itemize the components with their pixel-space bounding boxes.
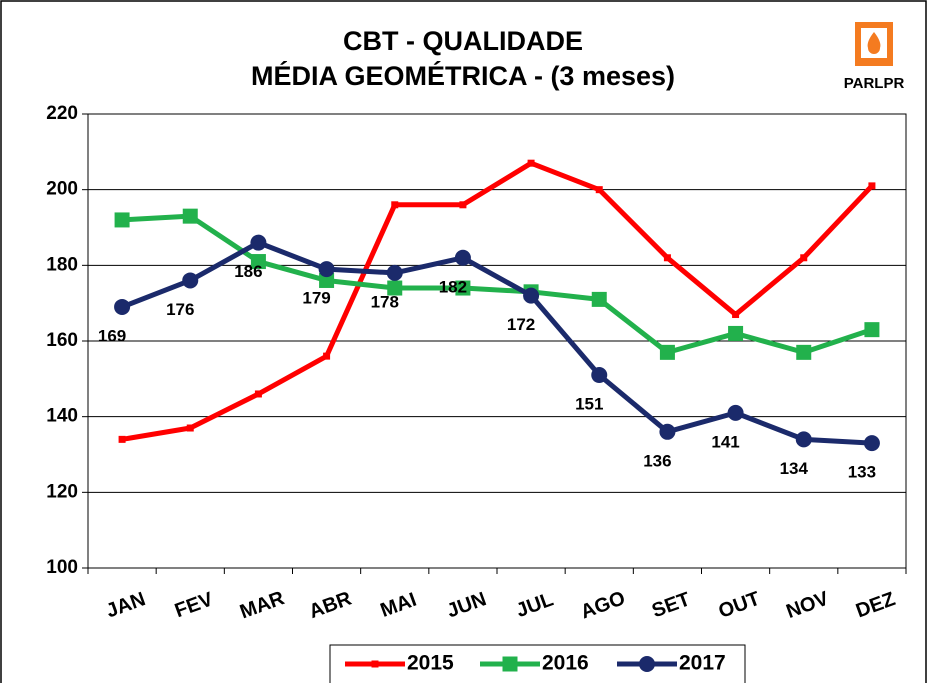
data-label: 176 (166, 300, 194, 319)
series: 169 176 186 179 178 182 172 151 136 141 134 133 (98, 234, 880, 482)
point (639, 656, 655, 672)
logo-text: PARLPR (844, 75, 905, 92)
y-tick-label: 120 (46, 481, 78, 502)
chart-title: CBT - QUALIDADE (343, 26, 583, 56)
point (659, 423, 676, 440)
point (595, 186, 603, 194)
point (868, 182, 876, 190)
point (319, 272, 335, 288)
data-label: 169 (98, 326, 126, 345)
legend-label: 2016 (542, 652, 589, 675)
series-line (121, 213, 873, 355)
point (118, 435, 126, 443)
data-label: 136 (643, 451, 671, 470)
y-tick-label: 100 (46, 557, 78, 578)
y-tick-label: 200 (46, 179, 78, 200)
point (591, 291, 607, 307)
point (182, 272, 199, 289)
y-tick-label: 220 (46, 103, 78, 124)
point (523, 287, 540, 304)
point (182, 208, 198, 224)
point (795, 431, 812, 448)
data-label: 172 (507, 315, 535, 334)
point (663, 254, 671, 262)
point (318, 261, 335, 278)
data-label: 141 (711, 432, 739, 451)
y-tick-label: 160 (46, 330, 78, 351)
chart-subtitle: MÉDIA GEOMÉTRICA - (3 meses) (251, 60, 675, 91)
point (502, 656, 518, 672)
point (796, 344, 812, 360)
series-line (121, 160, 874, 442)
data-label: 134 (780, 459, 809, 478)
point (800, 254, 808, 262)
point (386, 264, 403, 281)
data-label: 186 (234, 262, 262, 281)
point (114, 212, 130, 228)
data-label: 151 (575, 395, 603, 414)
point (728, 325, 744, 341)
point (659, 344, 675, 360)
series-line (121, 240, 873, 446)
data-label: 133 (848, 463, 876, 482)
data-label: 178 (371, 292, 399, 311)
point (387, 280, 403, 296)
logo: PARLPR (844, 22, 905, 92)
point (455, 280, 471, 296)
point (250, 254, 266, 270)
point (727, 404, 744, 421)
point (391, 201, 399, 209)
logo-drop (867, 32, 881, 54)
point (186, 424, 194, 432)
series (118, 159, 876, 443)
point (459, 201, 467, 209)
point (527, 159, 535, 167)
data-label: 179 (302, 289, 330, 308)
legend-label: 2015 (407, 652, 454, 675)
point (863, 435, 880, 452)
point (864, 322, 880, 338)
point (323, 352, 331, 360)
point (732, 311, 740, 319)
legend-label: 2017 (679, 652, 726, 675)
point (250, 234, 267, 251)
point (591, 367, 608, 384)
y-tick-label: 140 (46, 406, 78, 427)
data-label: 182 (439, 277, 467, 296)
point (371, 660, 379, 668)
point (454, 249, 471, 266)
y-tick-label: 180 (46, 254, 78, 275)
point (114, 298, 131, 315)
point (254, 390, 262, 398)
